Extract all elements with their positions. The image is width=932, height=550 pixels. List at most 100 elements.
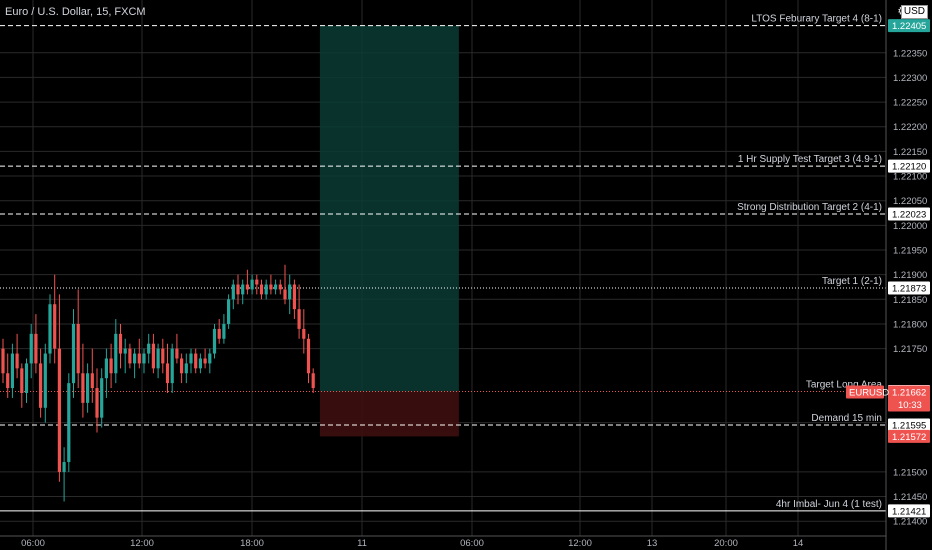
time-tick-label: 14: [793, 538, 804, 549]
price-tick-label: 1.21800: [893, 319, 927, 330]
candle-body: [109, 358, 113, 374]
stop-zone: [319, 391, 459, 437]
level-price-tag-bg: [888, 19, 930, 33]
price-tick-label: 1.22250: [893, 98, 927, 109]
level-price-tag: 1.21873: [892, 283, 926, 294]
level-price-tag-bg: [888, 281, 930, 295]
candle-body: [62, 462, 66, 472]
candle-body: [175, 348, 179, 359]
last-price-tag-bg: [888, 385, 930, 412]
price-tick-label: 1.21850: [893, 295, 927, 306]
candle-body: [86, 373, 90, 403]
price-tick-label: 1.21950: [893, 246, 927, 257]
candle-body: [212, 328, 217, 354]
time-tick-label: 18:00: [240, 538, 264, 549]
candle-body: [43, 353, 47, 408]
price-tick-label: 1.21450: [893, 492, 927, 503]
candle-body: [6, 373, 10, 389]
time-tick-label: 06:00: [460, 538, 484, 549]
candle-body: [231, 284, 235, 300]
candle-body: [250, 279, 254, 290]
candle-body: [198, 358, 202, 369]
candle-body: [48, 304, 52, 354]
entry-label: Target Long Area: [806, 380, 883, 391]
price-axis: [886, 0, 932, 550]
price-tick-label: 1.21750: [893, 344, 927, 355]
price-tick-label: 1.22000: [893, 221, 927, 232]
candle-body: [133, 353, 137, 364]
candle-body: [29, 333, 33, 364]
candle-body: [278, 284, 282, 290]
level-label: Demand 15 min: [811, 413, 882, 424]
level-price-tag-bg: [888, 207, 930, 221]
level-price-tag-bg: [888, 159, 930, 173]
price-tick-label: 1.21400: [893, 517, 927, 528]
time-tick-label: 12:00: [130, 538, 154, 549]
candle-body: [90, 373, 94, 389]
candle-body: [217, 328, 221, 339]
candle-body: [264, 284, 268, 295]
candle-body: [151, 343, 155, 369]
candle-body: [311, 373, 315, 389]
target-zone: [319, 25, 459, 392]
candle-body: [161, 348, 165, 364]
candle-body: [288, 284, 292, 300]
candle-body: [24, 363, 29, 394]
candle-body: [306, 338, 311, 374]
candle-body: [57, 348, 61, 472]
candle-body: [39, 363, 43, 408]
candle-body: [165, 363, 170, 384]
candle-body: [170, 348, 174, 384]
candle-body: [123, 348, 127, 354]
candle-body: [142, 353, 146, 364]
candle-body: [203, 358, 207, 364]
price-tick-label: 1.22300: [893, 73, 927, 84]
candle-body: [208, 353, 212, 364]
candle-body: [194, 353, 198, 369]
candle-body: [156, 348, 160, 369]
price-tick-label: 1.22050: [893, 196, 927, 207]
candle-body: [95, 388, 99, 418]
candle-body: [255, 279, 259, 285]
price-tick-label: 1.22150: [893, 147, 927, 158]
candle-body: [245, 284, 249, 290]
time-tick-label: 13: [647, 538, 658, 549]
candle-body: [104, 358, 108, 379]
level-price-tag: 1.22120: [892, 162, 926, 173]
currency-badge[interactable]: USD: [900, 5, 928, 19]
candle-body: [184, 363, 188, 374]
time-tick-label: 11: [357, 538, 367, 549]
level-label: 1 Hr Supply Test Target 3 (4.9-1): [738, 154, 882, 165]
level-price-tag-bg: [888, 418, 930, 432]
candle-body: [241, 284, 245, 295]
candle-body: [180, 358, 184, 374]
candle-body: [118, 333, 123, 354]
candle-body: [147, 343, 151, 354]
symbol-badge: EURUSD: [849, 388, 889, 399]
level-label: Target 1 (2-1): [822, 276, 882, 287]
candle-body: [274, 284, 278, 290]
candle-body: [1, 348, 5, 374]
level-label: LTOS Feburary Target 4 (8-1): [751, 14, 882, 25]
symbol-title: Euro / U.S. Dollar, 15, FXCM: [5, 6, 146, 18]
level-price-tag: 1.21421: [892, 506, 926, 517]
candle-body: [71, 323, 76, 384]
candle-body: [10, 353, 14, 389]
candle-body: [302, 328, 306, 339]
candle-body: [283, 289, 287, 300]
level-label: 4hr Imbal- Jun 4 (1 test): [776, 499, 882, 510]
candle-body: [34, 333, 38, 364]
candle-body: [53, 304, 57, 349]
symbol-badge-bg: [846, 385, 884, 399]
candle-body: [76, 323, 80, 374]
price-tick-label: 1.22200: [893, 122, 927, 133]
price-tick-label: 1.21500: [893, 467, 927, 478]
candle-body: [67, 383, 71, 463]
price-tick-label: 1.22350: [893, 48, 927, 59]
candle-body: [20, 368, 24, 394]
candle-body: [222, 323, 226, 339]
axis-price-tag: 1.21572: [892, 432, 926, 443]
candle-body: [259, 284, 264, 295]
